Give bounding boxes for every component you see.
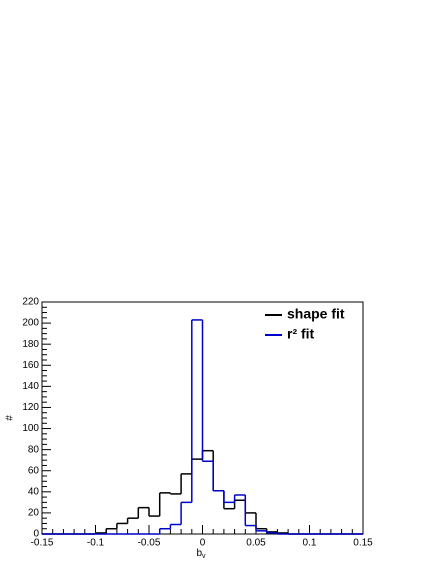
x-tick-label: -0.05 <box>138 538 161 549</box>
y-tick-label: 100 <box>22 423 39 434</box>
x-axis-label: bv <box>196 548 206 560</box>
x-tick-label: 0.05 <box>246 538 266 549</box>
x-tick-label: 0.1 <box>303 538 317 549</box>
y-tick-label: 20 <box>28 508 40 519</box>
x-tick-label: -0.15 <box>31 538 54 549</box>
y-tick-label: 60 <box>28 465 40 476</box>
y-tick-label: 220 <box>22 297 39 308</box>
x-axis-label-sub: v <box>202 553 206 560</box>
y-tick-label: 180 <box>22 339 39 350</box>
y-axis-label: # <box>5 415 16 421</box>
y-tick-label: 40 <box>28 486 40 497</box>
y-tick-label: 140 <box>22 381 39 392</box>
x-tick-label: 0.15 <box>353 538 373 549</box>
y-tick-label: 160 <box>22 360 39 371</box>
y-tick-label: 120 <box>22 402 39 413</box>
legend-label: shape fit <box>287 306 345 322</box>
x-axis-label-main: b <box>196 548 202 559</box>
y-tick-label: 0 <box>33 529 39 540</box>
y-tick-label: 80 <box>28 444 40 455</box>
x-tick-label: 0 <box>200 538 206 549</box>
legend-label: r² fit <box>287 326 315 342</box>
y-tick-label: 200 <box>22 318 39 329</box>
x-tick-label: -0.1 <box>87 538 105 549</box>
